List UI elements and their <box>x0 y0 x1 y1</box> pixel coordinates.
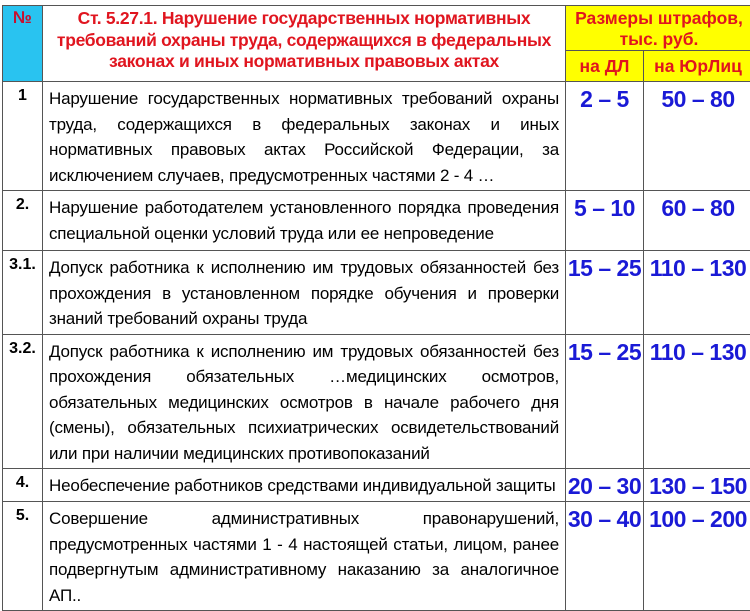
official-fine: 30 – 40 <box>566 502 644 611</box>
row-description: Нарушение работодателем установленного п… <box>43 191 566 251</box>
legal-entity-fine: 100 – 200 <box>644 502 750 611</box>
legal-entity-fine: 60 – 80 <box>644 191 750 251</box>
official-fine: 20 – 30 <box>566 469 644 502</box>
row-description: Совершение административных правонарушен… <box>43 502 566 611</box>
row-description: Допуск работника к исполнению им трудовы… <box>43 251 566 335</box>
fines-table: № Ст. 5.27.1. Нарушение государственных … <box>2 5 750 611</box>
table-row: 5. Совершение административных правонару… <box>3 502 750 611</box>
fines-header: Размеры штрафов, тыс. руб. <box>566 6 750 51</box>
row-number: 1 <box>3 82 43 191</box>
official-fine: 2 – 5 <box>566 82 644 191</box>
official-fine: 5 – 10 <box>566 191 644 251</box>
official-column-header: на ДЛ <box>566 51 644 82</box>
number-column-header: № <box>3 6 43 82</box>
row-description: Нарушение государственных нормативных тр… <box>43 82 566 191</box>
legal-entity-fine: 110 – 130 <box>644 251 750 335</box>
row-number: 3.2. <box>3 334 43 469</box>
table-row: 3.2. Допуск работника к исполнению им тр… <box>3 334 750 469</box>
legal-entity-column-header: на ЮрЛиц <box>644 51 750 82</box>
table-row: 1 Нарушение государственных нормативных … <box>3 82 750 191</box>
row-number: 3.1. <box>3 251 43 335</box>
article-title: Ст. 5.27.1. Нарушение государственных но… <box>43 6 566 82</box>
official-fine: 15 – 25 <box>566 334 644 469</box>
row-description: Необеспечение работников средствами инди… <box>43 469 566 502</box>
table-row: 4. Необеспечение работников средствами и… <box>3 469 750 502</box>
legal-entity-fine: 50 – 80 <box>644 82 750 191</box>
row-number: 5. <box>3 502 43 611</box>
table-row: 2. Нарушение работодателем установленног… <box>3 191 750 251</box>
row-number: 2. <box>3 191 43 251</box>
table-row: 3.1. Допуск работника к исполнению им тр… <box>3 251 750 335</box>
legal-entity-fine: 110 – 130 <box>644 334 750 469</box>
row-number: 4. <box>3 469 43 502</box>
row-description: Допуск работника к исполнению им трудовы… <box>43 334 566 469</box>
legal-entity-fine: 130 – 150 <box>644 469 750 502</box>
official-fine: 15 – 25 <box>566 251 644 335</box>
